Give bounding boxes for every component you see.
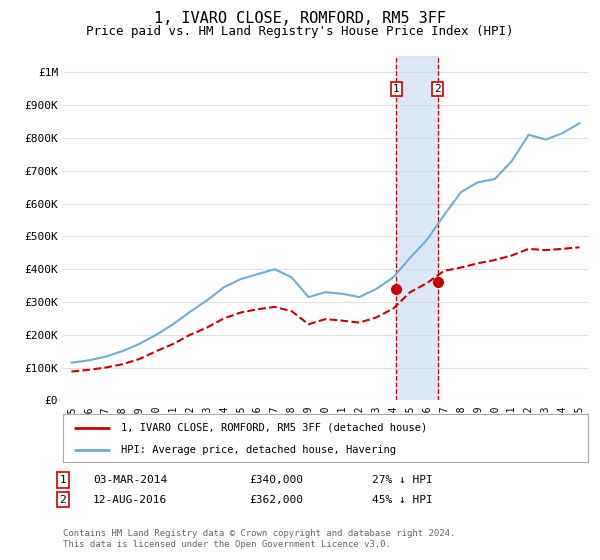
Text: £362,000: £362,000 [249,494,303,505]
Text: 1, IVARO CLOSE, ROMFORD, RM5 3FF (detached house): 1, IVARO CLOSE, ROMFORD, RM5 3FF (detach… [121,423,427,433]
Text: Contains HM Land Registry data © Crown copyright and database right 2024.
This d: Contains HM Land Registry data © Crown c… [63,529,455,549]
Text: 03-MAR-2014: 03-MAR-2014 [93,475,167,485]
Text: HPI: Average price, detached house, Havering: HPI: Average price, detached house, Have… [121,445,396,455]
Text: 2: 2 [59,494,67,505]
Text: 1: 1 [393,84,400,94]
Text: 1: 1 [59,475,67,485]
Text: Price paid vs. HM Land Registry's House Price Index (HPI): Price paid vs. HM Land Registry's House … [86,25,514,38]
Text: 27% ↓ HPI: 27% ↓ HPI [372,475,433,485]
Text: £340,000: £340,000 [249,475,303,485]
Bar [396,56,437,400]
Text: 45% ↓ HPI: 45% ↓ HPI [372,494,433,505]
Text: 12-AUG-2016: 12-AUG-2016 [93,494,167,505]
Text: 1, IVARO CLOSE, ROMFORD, RM5 3FF: 1, IVARO CLOSE, ROMFORD, RM5 3FF [154,11,446,26]
Text: 2: 2 [434,84,441,94]
